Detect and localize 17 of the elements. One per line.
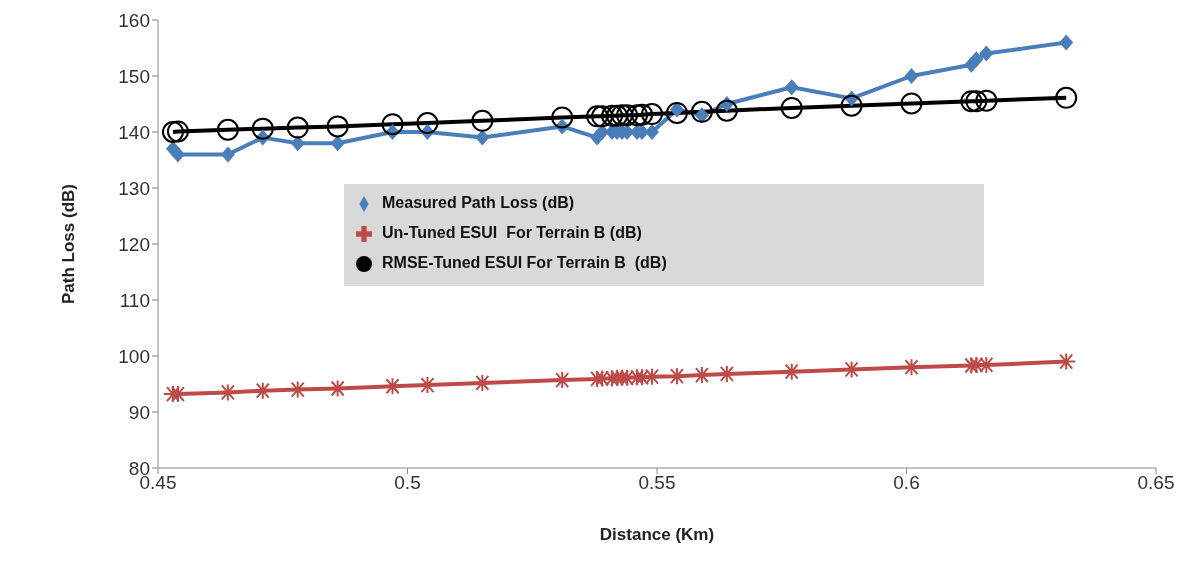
y-axis-title: Path Loss (dB) xyxy=(59,184,79,304)
legend-label: Measured Path Loss (dB) xyxy=(382,194,575,211)
x-tick-label: 0.6 xyxy=(893,472,920,494)
x-tick-label: 0.5 xyxy=(394,472,421,494)
legend-label: RMSE-Tuned ESUI For Terrain B (dB) xyxy=(382,254,667,271)
y-tick-label: 150 xyxy=(118,65,150,87)
y-tick-label: 160 xyxy=(118,9,150,31)
y-tick-label: 100 xyxy=(118,345,150,367)
y-tick-label: 130 xyxy=(118,177,150,199)
y-tick-label: 120 xyxy=(118,233,150,255)
x-axis-title: Distance (Km) xyxy=(599,525,715,544)
y-tick-label: 140 xyxy=(118,121,150,143)
y-tick-label: 110 xyxy=(119,289,150,311)
x-tick-label: 0.55 xyxy=(638,472,676,494)
legend-label: Un-Tuned ESUI For Terrain B (dB) xyxy=(382,224,642,241)
x-tick-label: 0.65 xyxy=(1137,472,1175,494)
y-tick-label: 90 xyxy=(128,401,150,423)
